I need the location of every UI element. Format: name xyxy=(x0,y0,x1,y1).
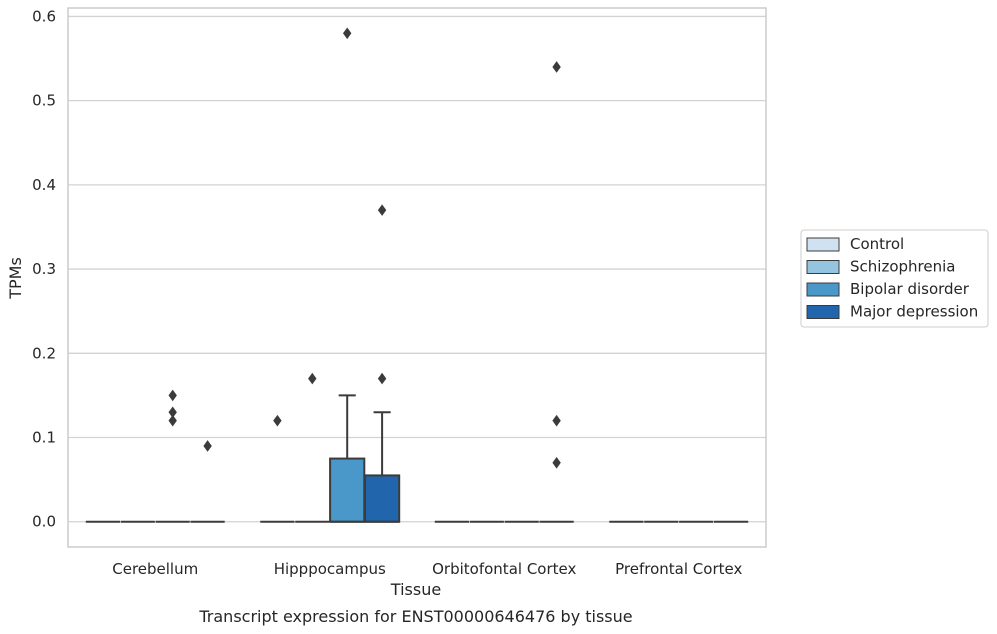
box-bipolar-disorder xyxy=(329,27,366,523)
box-control xyxy=(260,414,295,523)
box-major-depression xyxy=(363,204,401,523)
outlier-point xyxy=(377,372,387,385)
x-tick-label: Cerebellum xyxy=(112,560,198,578)
legend-swatch xyxy=(806,282,840,297)
y-tick-label: 0.5 xyxy=(32,92,56,110)
legend: Control Schizophrenia Bipolar disorder Majo… xyxy=(800,229,989,328)
y-tick-label: 0.3 xyxy=(32,260,56,278)
box-schizophrenia xyxy=(295,372,330,523)
y-tick-label: 0.2 xyxy=(32,344,56,362)
outlier-point xyxy=(203,440,212,452)
legend-items: Control Schizophrenia Bipolar disorder Majo… xyxy=(806,235,978,321)
gridlines xyxy=(68,15,766,523)
box-major-depression xyxy=(539,61,574,523)
y-axis-ticks: 0.0 0.1 0.2 0.3 0.4 0.5 0.6 xyxy=(32,7,56,530)
legend-swatch xyxy=(806,260,840,274)
legend-label: Bipolar disorder xyxy=(850,280,970,298)
outlier-point xyxy=(168,414,177,427)
y-tick-label: 0.4 xyxy=(32,176,56,194)
outlier-point xyxy=(377,204,387,216)
x-axis-ticks: Cerebellum Hipppocampus Orbitofontal Corte… xyxy=(112,560,742,578)
outlier-point xyxy=(308,372,317,385)
x-tick-label: Prefrontal Cortex xyxy=(615,560,742,578)
y-tick-label: 0.6 xyxy=(32,7,56,25)
plot-area-frame xyxy=(67,7,767,548)
legend-label: Control xyxy=(850,235,904,253)
y-tick-label: 0.1 xyxy=(32,429,56,447)
box-body xyxy=(363,474,401,523)
outlier-point xyxy=(552,456,561,469)
legend-label: Major depression xyxy=(850,303,978,321)
chart-caption: Transcript expression for ENST0000064647… xyxy=(198,607,632,626)
outlier-point xyxy=(552,61,561,73)
legend-swatch xyxy=(806,237,840,252)
x-tick-label: Orbitofontal Cortex xyxy=(432,560,576,578)
boxes xyxy=(85,27,749,523)
box-bipolar-disorder xyxy=(155,389,190,523)
outlier-point xyxy=(343,27,352,40)
box-major-depression xyxy=(190,440,225,523)
outlier-point xyxy=(168,389,177,402)
x-tick-label: Hipppocampus xyxy=(274,560,386,578)
outlier-point xyxy=(552,414,561,427)
y-axis-title: TPMs xyxy=(6,257,25,300)
box-body xyxy=(329,457,366,523)
y-tick-label: 0.0 xyxy=(32,513,56,531)
outlier-point xyxy=(273,414,282,427)
outlier-point xyxy=(168,406,177,419)
legend-label: Schizophrenia xyxy=(850,258,955,276)
legend-swatch xyxy=(806,305,840,319)
legend-frame xyxy=(800,229,989,328)
x-axis-title: Tissue xyxy=(390,580,441,599)
